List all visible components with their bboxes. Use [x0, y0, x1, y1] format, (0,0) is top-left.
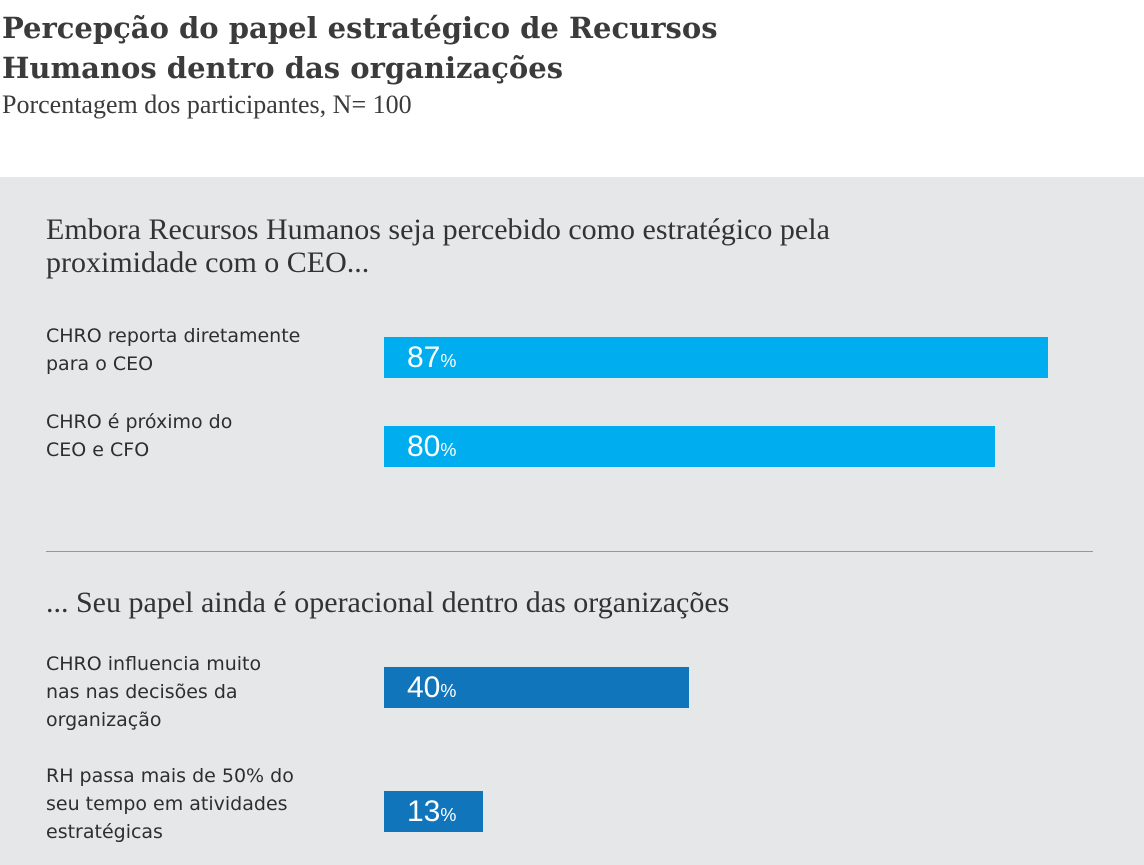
bar: 40%: [384, 667, 690, 708]
section-heading-1: Embora Recursos Humanos seja percebido c…: [46, 213, 830, 279]
chart-title: Percepção do papel estratégico de Recurs…: [2, 11, 718, 85]
data-label-unit: %: [440, 440, 457, 460]
bar-label: CHRO é próximo do CEO e CFO: [46, 411, 233, 461]
bar-label: CHRO influencia muito nas nas decisões d…: [46, 653, 262, 731]
bar-label: RH passa mais de 50% do seu tempo em ati…: [46, 765, 294, 843]
bar: 87%: [384, 337, 1048, 378]
data-label-unit: %: [440, 805, 457, 825]
bar-label: CHRO reporta diretamente para o CEO: [46, 325, 301, 375]
data-label: 13%: [407, 795, 457, 828]
section-heading-2: ... Seu papel ainda é operacional dentro…: [46, 586, 730, 619]
data-label: 80%: [407, 430, 457, 463]
data-label: 40%: [407, 671, 457, 704]
bar: 80%: [384, 426, 995, 467]
chart-panel: [0, 177, 1144, 865]
bar: 13%: [384, 791, 484, 832]
chart-subtitle: Porcentagem dos participantes, N= 100: [2, 90, 412, 119]
data-label-unit: %: [440, 681, 457, 701]
section-divider: [46, 551, 1093, 552]
data-label-unit: %: [440, 351, 457, 371]
data-label: 87%: [407, 341, 457, 374]
